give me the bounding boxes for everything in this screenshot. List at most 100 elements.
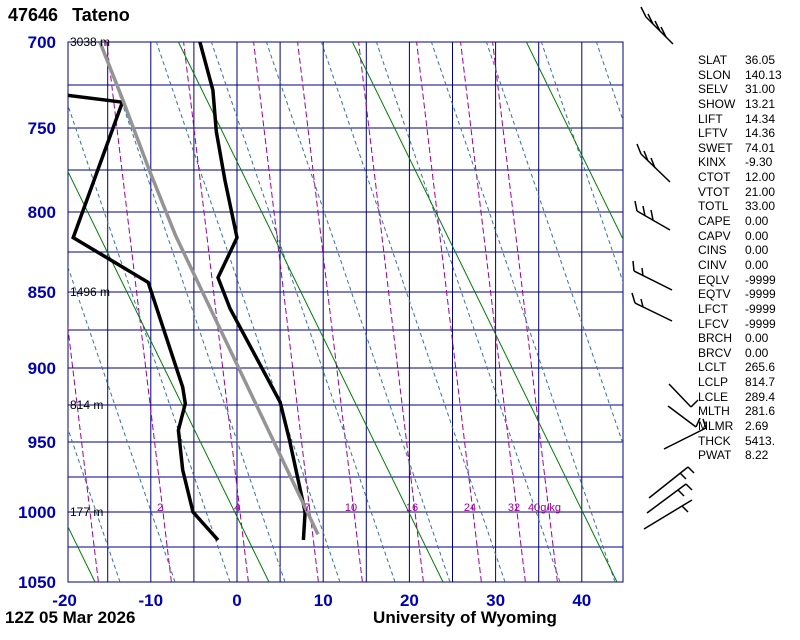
height-label: 814 m	[70, 398, 103, 412]
index-value: 13.21	[745, 96, 776, 111]
mixing-ratio-label: 32	[508, 502, 520, 514]
index-value: 14.36	[745, 126, 776, 141]
index-value: -9.30	[745, 155, 773, 170]
mixing-ratio-line	[106, 42, 172, 582]
index-value: 2.69	[745, 419, 769, 434]
mixing-ratio-line	[492, 42, 558, 582]
station-id: 47646	[8, 5, 59, 25]
index-row: LCLE 289.4	[698, 390, 782, 405]
mixing-ratio-label: 2	[157, 502, 163, 514]
page-title: 47646 Tateno	[8, 5, 130, 26]
index-row: LFCV -9999	[698, 317, 782, 332]
moist-adiabat-line	[68, 427, 121, 582]
index-value: 140.13	[745, 67, 782, 82]
index-row: BRCV 0.00	[698, 346, 782, 361]
index-label: KINX	[698, 155, 727, 170]
temperature-tick-label: 30	[486, 591, 505, 610]
index-label: SHOW	[698, 96, 736, 111]
index-row: SHOW 13.21	[698, 97, 782, 112]
moist-adiabat-line	[375, 42, 561, 582]
index-row: MLMR 2.69	[698, 419, 782, 434]
temperature-tick-label: 0	[232, 591, 241, 610]
index-label: LFTV	[698, 126, 728, 141]
index-row: CTOT 12.00	[698, 170, 782, 185]
pressure-tick-label: 850	[28, 283, 56, 302]
index-value: 12.00	[745, 170, 776, 185]
index-label: PWAT	[698, 448, 732, 463]
index-row: SLAT 36.05	[698, 53, 782, 68]
dry-adiabat-line	[68, 170, 270, 582]
index-label: LIFT	[698, 111, 723, 126]
index-value: -9999	[745, 316, 776, 331]
index-label: MLTH	[698, 404, 730, 419]
index-row: TOTL 33.00	[698, 199, 782, 214]
index-row: EQLV -9999	[698, 273, 782, 288]
index-value: 31.00	[745, 82, 776, 97]
index-label: LCLT	[698, 360, 727, 375]
pressure-tick-label: 1000	[18, 503, 56, 522]
index-row: SWET 74.01	[698, 141, 782, 156]
index-label: EQTV	[698, 287, 731, 302]
mixing-ratio-line	[416, 42, 482, 582]
index-row: SLON 140.13	[698, 68, 782, 83]
index-label: SWET	[698, 140, 733, 155]
mixing-ratio-label: 24	[464, 502, 476, 514]
temperature-tick-label: 20	[400, 591, 419, 610]
index-value: 14.34	[745, 111, 776, 126]
dry-adiabat-line	[351, 42, 618, 582]
wind-barb-column	[631, 6, 707, 530]
wind-barb	[634, 200, 671, 231]
index-row: LFTV 14.36	[698, 126, 782, 141]
pressure-tick-label: 900	[28, 359, 56, 378]
pressure-tick-label: 950	[28, 433, 56, 452]
index-value: 36.05	[745, 53, 776, 67]
temperature-tick-label: -10	[139, 591, 164, 610]
index-value: 0.00	[745, 331, 769, 346]
temperature-tick-label: -20	[52, 591, 77, 610]
dewpoint-curve	[68, 93, 220, 542]
index-value: -9999	[745, 301, 776, 316]
parcel-path-curve	[98, 42, 320, 536]
mixing-ratio-line	[358, 42, 424, 582]
height-label: 1496 m	[70, 285, 110, 299]
moist-adiabat-line	[485, 42, 623, 446]
index-label: LCLE	[698, 389, 729, 404]
height-label: 177 m	[70, 505, 103, 519]
mixing-ratio-label: 7	[304, 502, 310, 514]
wind-barb	[636, 143, 671, 183]
pressure-tick-label: 750	[28, 119, 56, 138]
index-value: 281.6	[745, 404, 776, 419]
index-label: CINS	[698, 243, 727, 258]
wind-barb	[667, 405, 701, 428]
index-row: SELV 31.00	[698, 82, 782, 97]
index-value: -9999	[745, 272, 776, 287]
index-label: SLAT	[698, 53, 728, 67]
index-label: CTOT	[698, 170, 731, 185]
pressure-tick-label: 1050	[18, 573, 56, 592]
moist-adiabat-line	[155, 42, 341, 582]
dry-adiabat-line	[525, 42, 623, 241]
pressure-tick-label: 800	[28, 203, 56, 222]
wind-barb	[640, 6, 674, 45]
mixing-ratio-line	[183, 42, 249, 582]
index-row: CINS 0.00	[698, 243, 782, 258]
index-row: EQTV -9999	[698, 287, 782, 302]
index-value: 0.00	[745, 214, 769, 229]
index-row: THCK 5413.	[698, 434, 782, 449]
index-row: BRCH 0.00	[698, 331, 782, 346]
index-label: VTOT	[698, 184, 730, 199]
moist-adiabat-line	[430, 42, 616, 582]
moist-adiabat-line	[265, 42, 451, 582]
index-label: CAPE	[698, 214, 731, 229]
mixing-ratio-line	[460, 42, 526, 582]
index-row: CAPV 0.00	[698, 229, 782, 244]
index-value: 5413.	[745, 433, 776, 448]
index-value: 74.01	[745, 140, 776, 155]
wind-barb	[643, 499, 693, 530]
index-value: 289.4	[745, 389, 776, 404]
index-row: PWAT 8.22	[698, 448, 782, 463]
index-row: CINV 0.00	[698, 258, 782, 273]
pressure-temperature-grid	[68, 41, 623, 583]
